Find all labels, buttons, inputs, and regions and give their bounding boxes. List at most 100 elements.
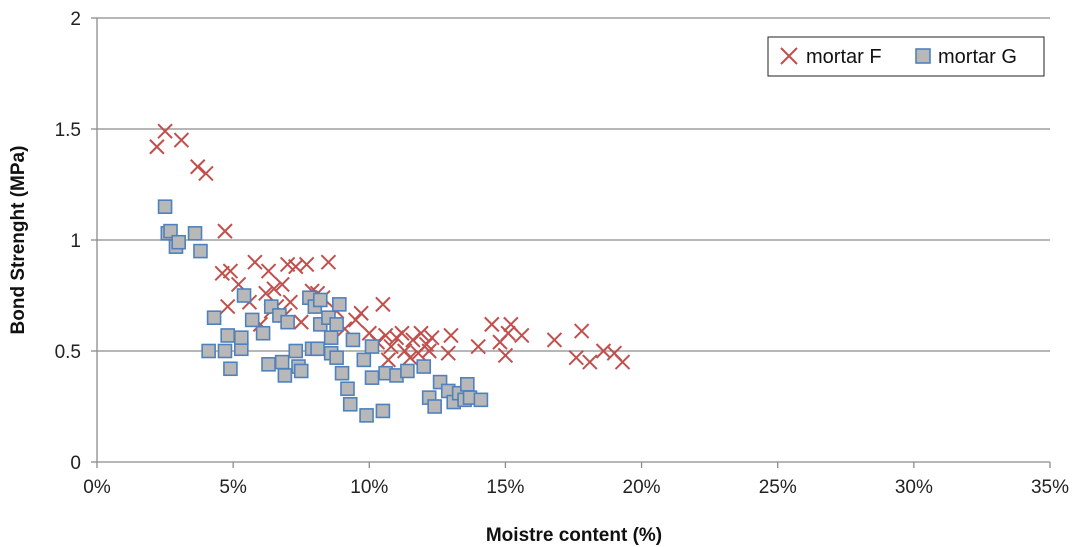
x-axis-title: Moistre content (%)	[486, 525, 662, 546]
legend-box	[767, 36, 1045, 77]
x-tick-label-7: 35%	[1031, 477, 1069, 498]
axes	[91, 17, 1051, 468]
y-tick-label-2: 1	[70, 231, 81, 252]
series-mortar-f	[149, 123, 631, 370]
mortar-g-point-46	[375, 403, 391, 419]
mortar-f-point-24	[293, 314, 309, 330]
mortar-f-point-2	[173, 132, 190, 148]
mortar-g-point-50	[416, 359, 432, 374]
x-tick-label-4: 20%	[623, 477, 661, 498]
mortar-f-point-39	[394, 325, 410, 341]
mortar-g-point-49	[400, 363, 415, 379]
mortar-f-point-60	[573, 323, 590, 339]
mortar-g-point-11	[223, 361, 238, 377]
y-axis-title: Bond Strenght (MPa)	[8, 146, 29, 335]
mortar-f-point-37	[383, 338, 399, 355]
mortar-g-point-20	[274, 354, 290, 370]
mortar-g-point-6	[193, 243, 208, 259]
mortar-f-point-10	[247, 254, 263, 270]
mortar-g-point-2	[163, 223, 178, 239]
y-tick-label-0: 0	[70, 453, 81, 474]
x-tick-label-0: 0%	[83, 477, 111, 498]
mortar-f-point-64	[614, 354, 631, 370]
mortar-f-point-42	[405, 332, 421, 348]
x-tick-label-2: 10%	[350, 477, 388, 498]
mortar-g-point-44	[364, 370, 380, 385]
mortar-f-point-5	[217, 223, 233, 239]
mortar-f-point-57	[514, 327, 530, 344]
mortar-f-point-58	[546, 332, 563, 348]
mortar-f-point-14	[274, 276, 290, 293]
y-tick-label-4: 2	[70, 9, 81, 30]
mortar-g-point-14	[234, 330, 249, 345]
gridlines	[97, 17, 1050, 352]
mortar-g-point-25	[293, 363, 309, 379]
y-tick-label-3: 1.5	[55, 120, 81, 141]
mortar-g-point-10	[220, 328, 235, 343]
y-axis-tick-labels: 0 0.5 1 1.5 2	[55, 9, 81, 474]
mortar-g-point-39	[340, 381, 355, 397]
mortar-f-point-44	[402, 349, 418, 366]
mortar-f-point-7	[222, 263, 239, 279]
mortar-f-point-56	[497, 347, 514, 364]
mortar-f-point-17	[298, 256, 315, 273]
x-axis-tick-labels: 0% 5% 10% 15% 20% 25% 30% 35%	[83, 477, 1069, 498]
y-tick-label-1: 0.5	[55, 342, 81, 363]
mortar-g-point-15	[244, 312, 260, 328]
mortar-f-point-48	[421, 343, 437, 359]
mortar-g-point-4	[171, 234, 186, 250]
mortar-f-point-52	[484, 316, 500, 333]
mortar-g-point-0	[157, 199, 173, 214]
mortar-g-point-22	[280, 314, 295, 330]
mortar-f-point-46	[424, 329, 440, 346]
mortar-g-point-17	[261, 357, 276, 372]
mortar-f-point-13	[258, 285, 274, 301]
mortar-f-point-49	[443, 327, 459, 344]
mortar-g-point-52	[427, 399, 442, 414]
mortar-f-point-61	[582, 354, 598, 370]
mortar-f-point-50	[440, 345, 456, 361]
mortar-f-point-11	[260, 263, 277, 279]
legend-label-mortar-g: mortar G	[938, 46, 1017, 68]
mortar-g-point-16	[255, 325, 271, 341]
mortar-g-point-5	[187, 226, 203, 241]
legend-marker-square	[915, 48, 931, 64]
mortar-g-point-36	[329, 350, 344, 365]
mortar-f-point-4	[198, 165, 214, 182]
mortar-g-point-35	[329, 317, 344, 332]
mortar-f-point-1	[157, 123, 173, 139]
x-tick-label-1: 5%	[219, 477, 247, 498]
mortar-g-point-29	[312, 292, 328, 308]
mortar-f-point-54	[500, 325, 516, 341]
mortar-g-point-37	[332, 297, 347, 312]
mortar-g-point-9	[217, 343, 233, 359]
mortar-g-point-7	[201, 343, 216, 359]
mortar-g-point-38	[334, 365, 350, 381]
legend-marker-x	[780, 47, 798, 65]
mortar-g-point-58	[460, 376, 475, 392]
legend: mortar F mortar G	[767, 36, 1045, 77]
mortar-f-point-35	[375, 296, 391, 313]
mortar-f-point-47	[413, 325, 429, 341]
x-tick-label-6: 30%	[895, 477, 933, 498]
mortar-g-point-23	[288, 343, 304, 359]
mortar-g-point-43	[359, 408, 374, 423]
mortar-f-point-12	[266, 281, 282, 297]
mortar-g-point-31	[310, 341, 325, 357]
mortar-g-point-40	[342, 396, 358, 412]
mortar-g-point-42	[356, 352, 372, 368]
mortar-f-point-51	[470, 338, 486, 355]
mortar-f-point-18	[282, 294, 299, 310]
series-mortar-g	[157, 199, 489, 423]
x-tick-label-3: 15%	[486, 477, 524, 498]
mortar-f-point-59	[568, 349, 584, 366]
mortar-g-point-45	[364, 339, 380, 354]
mortar-g-point-13	[236, 288, 252, 303]
mortar-g-point-60	[473, 392, 489, 408]
mortar-f-point-0	[149, 139, 165, 155]
mortar-f-point-40	[380, 352, 397, 368]
mortar-g-point-8	[206, 310, 222, 326]
mortar-g-point-21	[277, 368, 293, 383]
mortar-g-point-41	[345, 332, 361, 348]
